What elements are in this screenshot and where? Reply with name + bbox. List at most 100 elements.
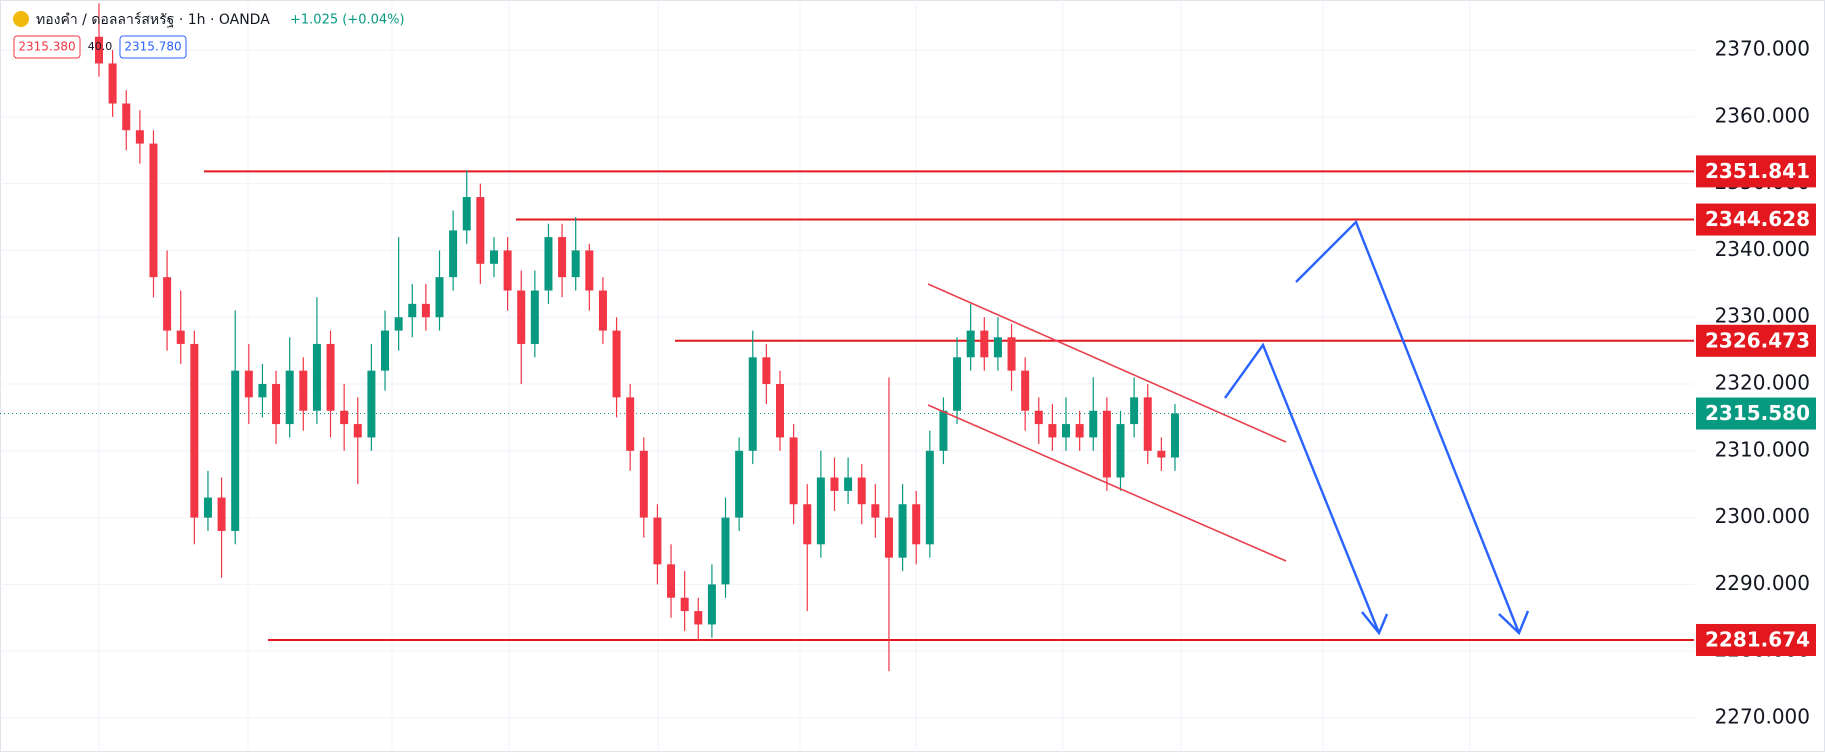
candle-body xyxy=(626,397,635,451)
candle-body xyxy=(1157,450,1166,458)
candle-body xyxy=(803,504,812,545)
candle-body xyxy=(326,343,335,411)
candle-body xyxy=(340,410,349,425)
y-tick-label: 2270.000 xyxy=(1715,704,1810,728)
arrow-path xyxy=(1295,219,1521,634)
candle-body xyxy=(1143,397,1152,451)
candle-body xyxy=(367,370,376,438)
candle-body xyxy=(217,497,226,531)
candle-body xyxy=(735,450,744,518)
candle-body xyxy=(1116,424,1125,478)
candle-body xyxy=(585,250,594,291)
arrow-head xyxy=(1361,611,1389,636)
candle-body xyxy=(1034,410,1043,425)
y-tick-label: 2310.000 xyxy=(1715,437,1810,461)
ask-price: 2315.780 xyxy=(124,40,181,54)
channel-upper xyxy=(927,283,1287,443)
candle-body xyxy=(231,370,240,531)
level-tag xyxy=(1696,203,1816,236)
candle-body xyxy=(421,303,430,318)
candle-body xyxy=(680,597,689,612)
candle-body xyxy=(598,290,607,331)
bid-price: 2315.380 xyxy=(18,40,75,54)
candle-body xyxy=(939,410,948,451)
candle-body xyxy=(1062,424,1071,438)
candle-body xyxy=(449,230,458,278)
header: ทองคำ / ดอลลาร์สหรัฐ · 1h · OANDA +1.025… xyxy=(13,11,405,59)
candle-body xyxy=(476,197,485,264)
last-price-tag xyxy=(1696,397,1816,430)
candle-body xyxy=(1007,337,1016,371)
candle-body xyxy=(176,330,185,344)
candle-body xyxy=(558,237,567,278)
candle-body xyxy=(544,237,553,291)
y-tick-label: 2370.000 xyxy=(1715,37,1810,61)
candle-body xyxy=(408,303,417,318)
candle-body xyxy=(258,384,267,398)
bid-box[interactable] xyxy=(13,35,81,59)
level-tag xyxy=(1696,155,1816,188)
symbol-title: ทองคำ / ดอลลาร์สหรัฐ · 1h · OANDA xyxy=(36,11,270,28)
candle-body xyxy=(980,330,989,358)
level-label: 2281.674 xyxy=(1705,627,1810,651)
candle-body xyxy=(135,130,144,144)
candle-body xyxy=(857,477,866,505)
candle-body xyxy=(1170,413,1179,458)
level-label: 2351.841 xyxy=(1705,159,1810,183)
level-label: 2326.473 xyxy=(1705,328,1810,352)
candle-body xyxy=(530,290,539,344)
candle-body xyxy=(394,317,403,331)
candle-body xyxy=(203,497,212,518)
last-price-label: 2315.580 xyxy=(1705,401,1810,425)
candle-body xyxy=(503,250,512,291)
candles xyxy=(95,3,1179,672)
candle-body xyxy=(108,63,117,104)
candle-body xyxy=(1089,410,1098,438)
candle-body xyxy=(844,477,853,491)
candle-body xyxy=(966,330,975,358)
candle-body xyxy=(925,450,934,545)
arrow-path xyxy=(1224,342,1381,634)
level-label: 2344.628 xyxy=(1705,207,1810,231)
candle-body xyxy=(789,437,798,505)
candle-body xyxy=(435,277,444,318)
candle-body xyxy=(912,504,921,545)
candle-body xyxy=(95,36,103,64)
candle-body xyxy=(762,357,771,385)
candle-body xyxy=(517,290,526,344)
candle-body xyxy=(653,517,662,565)
candle-body xyxy=(381,330,390,371)
time-grid xyxy=(98,0,1471,752)
drawings xyxy=(927,219,1530,636)
candle-body xyxy=(244,370,253,398)
ask-box[interactable] xyxy=(119,35,187,59)
level-tag xyxy=(1696,324,1816,357)
candle-body xyxy=(707,584,716,625)
candle-body xyxy=(830,477,839,491)
candle-body xyxy=(639,450,648,518)
y-tick-label: 2290.000 xyxy=(1715,571,1810,595)
candle-body xyxy=(898,504,907,558)
candle-body xyxy=(489,250,498,264)
candle-body xyxy=(285,370,294,425)
candle-body xyxy=(571,250,580,278)
y-tick-label: 2340.000 xyxy=(1715,237,1810,261)
arrow-head xyxy=(1498,610,1530,636)
candle-body xyxy=(272,384,281,425)
candle-body xyxy=(1102,410,1111,478)
candle-body xyxy=(748,357,757,451)
y-tick-label: 2360.000 xyxy=(1715,103,1810,127)
candle-body xyxy=(1075,424,1084,438)
candle-body xyxy=(122,103,131,131)
level-tag xyxy=(1696,623,1816,656)
candle-body xyxy=(353,424,362,438)
candle-body xyxy=(190,343,199,518)
y-tick-label: 2330.000 xyxy=(1715,304,1810,328)
candle-body xyxy=(612,330,621,398)
symbol-icon xyxy=(13,11,29,27)
candle-body xyxy=(163,277,172,331)
levels xyxy=(0,170,1694,641)
